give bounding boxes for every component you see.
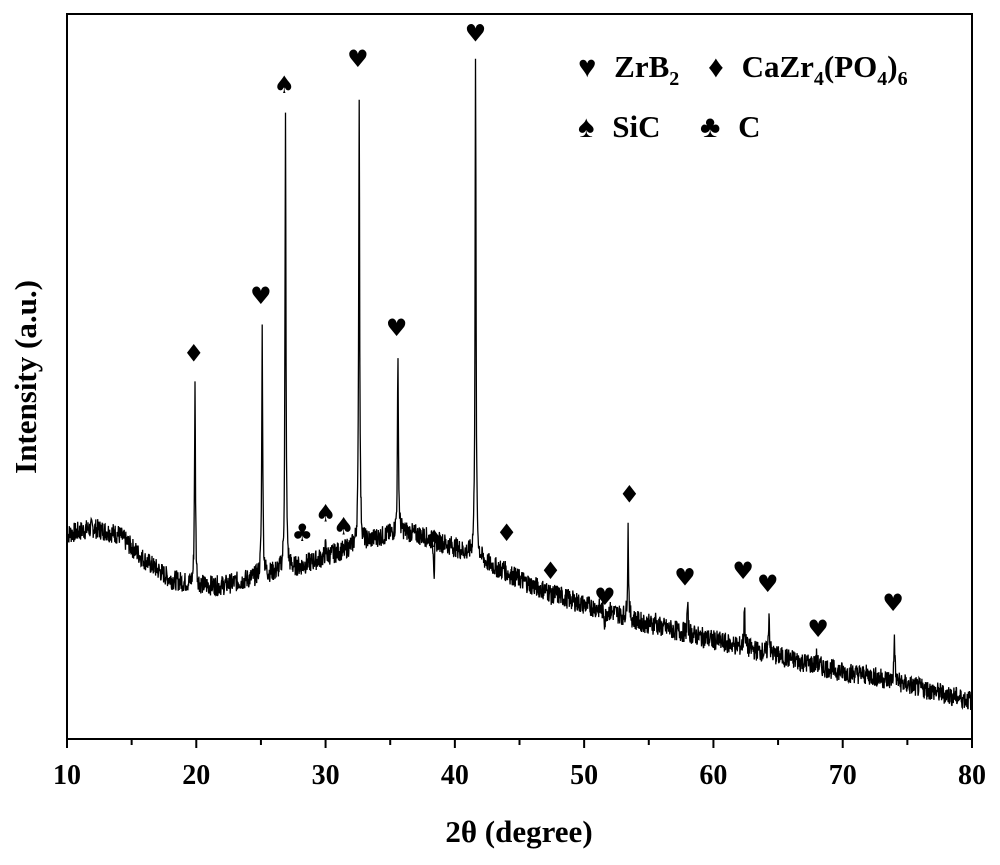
- peak-marker-spade-icon: ♠: [333, 512, 355, 540]
- peak-marker-heart-icon: ♥: [674, 564, 696, 592]
- legend-label-po: (PO: [824, 49, 877, 84]
- peak-marker-heart-icon: ♥: [386, 314, 408, 342]
- peak-marker-heart-icon: ♥: [882, 589, 904, 617]
- x-axis-ticks: [66, 739, 973, 748]
- legend-entry-sic: ♠ SiC: [578, 109, 660, 144]
- phase-markers: ♦♥♠♣♠♠♥♥♠♥♦♦♥♦♥ ♥ ♥♥♥: [183, 20, 904, 643]
- peak-marker-diamond-icon: ♦: [540, 557, 562, 585]
- legend-sub-po: 4: [877, 68, 887, 90]
- heart-icon: ♥: [578, 49, 596, 84]
- peak-marker-spade-icon: ♠: [273, 71, 295, 99]
- x-axis-title: 2θ (degree): [445, 814, 592, 849]
- x-tick-label-30: 30: [312, 760, 340, 791]
- peak-marker-diamond-icon: ♦: [496, 519, 518, 547]
- legend: ♥ ZrB2 ♦ CaZr4(PO4)6 ♠ SiC ♣ C: [578, 49, 908, 144]
- peak-marker-club-icon: ♣: [292, 519, 314, 547]
- peak-marker-heart-icon: ♥: [594, 583, 616, 611]
- x-tick-label-60: 60: [699, 760, 727, 791]
- legend-label-zrb2: ZrB: [614, 49, 669, 84]
- legend-entry-cazr4po46: ♦ CaZr4(PO4)6: [708, 49, 908, 90]
- peak-marker-heart-icon: ♥: [250, 282, 272, 310]
- peak-marker-heart-icon: ♥: [347, 45, 369, 73]
- legend-label-paren: ): [887, 49, 897, 84]
- legend-entry-c: ♣ C: [700, 109, 760, 144]
- club-icon: ♣: [700, 109, 720, 144]
- peak-marker-spade-icon: ♠: [423, 525, 445, 553]
- diamond-icon: ♦: [708, 49, 724, 84]
- peak-marker-spade-icon: ♠: [315, 500, 337, 528]
- legend-label-c: C: [738, 109, 760, 144]
- peak-marker-heart-icon: ♥: [757, 570, 779, 598]
- legend-sub-6: 6: [898, 68, 908, 90]
- x-tick-label-10: 10: [53, 760, 81, 791]
- x-axis-tick-labels: 10 20 30 40 50 60 70 80: [53, 760, 986, 791]
- spade-icon: ♠: [578, 109, 594, 144]
- peak-marker-heart-icon: ♥: [732, 557, 754, 585]
- legend-entry-zrb2: ♥ ZrB2: [578, 49, 679, 90]
- peak-marker-diamond-icon: ♦: [183, 340, 205, 368]
- x-tick-label-70: 70: [829, 760, 857, 791]
- xrd-pattern-line: [66, 58, 973, 711]
- x-tick-label-20: 20: [182, 760, 210, 791]
- x-tick-label-40: 40: [441, 760, 469, 791]
- y-axis-title: Intensity (a.u.): [8, 280, 43, 474]
- plot-frame: [66, 13, 973, 740]
- x-tick-label-50: 50: [570, 760, 598, 791]
- peak-marker-heart-icon: ♥: [807, 615, 829, 643]
- legend-label-cazr: CaZr: [742, 49, 815, 84]
- x-tick-label-80: 80: [958, 760, 986, 791]
- legend-sub-zrb2: 2: [669, 68, 679, 90]
- legend-label-sic: SiC: [612, 109, 660, 144]
- peak-marker-heart-icon: ♥: [465, 20, 487, 48]
- legend-sub-cazr: 4: [814, 68, 824, 90]
- peak-marker-diamond-icon: ♦: [619, 480, 641, 508]
